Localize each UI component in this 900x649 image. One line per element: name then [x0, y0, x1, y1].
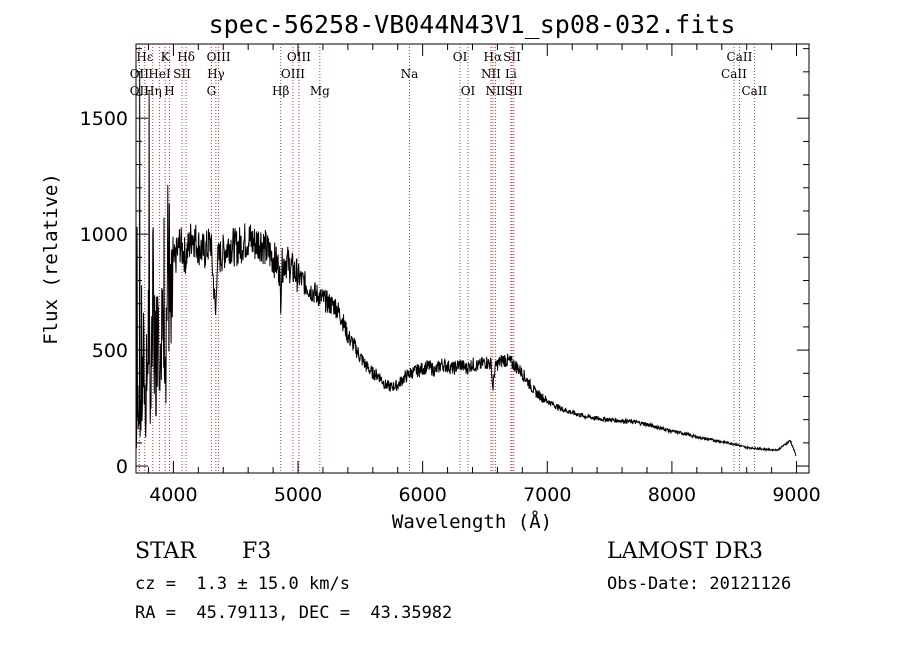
spectral-line-label: Hδ — [177, 50, 195, 64]
chart-title: spec-56258-VB044N43V1_sp08-032.fits — [209, 10, 736, 39]
spectral-line-label: OIII — [207, 50, 231, 64]
x-tick-label: 7000 — [523, 484, 571, 506]
y-tick-label: 1000 — [80, 224, 128, 246]
x-tick-label: 8000 — [648, 484, 696, 506]
spectral-line-label: Mg — [310, 84, 330, 98]
spectral-line-label: NII — [485, 84, 505, 98]
spectral-line-label: NII — [481, 67, 501, 81]
y-tick-label: 500 — [92, 340, 128, 362]
spectral-line-label: SII — [505, 84, 523, 98]
spectral-line-label: CaII — [741, 84, 767, 98]
spectral-line-label: Na — [401, 67, 419, 81]
coordinates-text: RA = 45.79113, DEC = 43.35982 — [135, 603, 453, 623]
spectral-line-label: SII — [503, 50, 521, 64]
spectrum-series-line — [135, 72, 797, 457]
spectral-line-label: Hγ — [207, 67, 225, 81]
spectral-line-label: Hη — [144, 84, 162, 98]
x-tick-label: 9000 — [772, 484, 820, 506]
axis-ticks: 4000 5000 6000 7000 8000 9000 0 500 1000 1500 — [80, 44, 821, 506]
redshift-text: cz = 1.3 ± 15.0 km/s — [135, 574, 350, 594]
y-tick-label: 0 — [116, 456, 128, 478]
object-subclass: F3 — [242, 539, 272, 564]
observation-date: Obs-Date: 20121126 — [607, 574, 792, 594]
object-class: STAR — [135, 539, 196, 564]
x-tick-label: 6000 — [398, 484, 446, 506]
y-tick-label: 1500 — [80, 108, 128, 130]
survey-name: LAMOST DR3 — [607, 539, 763, 564]
y-axis-label: Flux (relative) — [40, 173, 62, 345]
spectral-line-label: Hβ — [272, 84, 289, 98]
spectral-line-label: CaII — [727, 50, 753, 64]
spectral-line-label: OIII — [287, 50, 311, 64]
spectral-line-label: HeI — [148, 67, 171, 81]
spectral-line-label: Hε — [136, 50, 153, 64]
spectral-line-label: OI — [453, 50, 468, 64]
x-tick-label: 5000 — [274, 484, 322, 506]
spectral-line-label: OIII — [281, 67, 305, 81]
spectral-line-label: CaII — [721, 67, 747, 81]
spectral-line-label: Hα — [484, 50, 503, 64]
x-axis-label: Wavelength (Å) — [392, 510, 552, 533]
spectral-line-label: H — [164, 84, 174, 98]
spectral-line-label: OI — [461, 84, 476, 98]
spectral-line-label: SII — [173, 67, 191, 81]
spectral-line-label: K — [161, 50, 171, 64]
spectral-line-label: G — [207, 84, 217, 98]
x-tick-label: 4000 — [149, 484, 197, 506]
spectral-line-label: Li — [505, 67, 517, 81]
